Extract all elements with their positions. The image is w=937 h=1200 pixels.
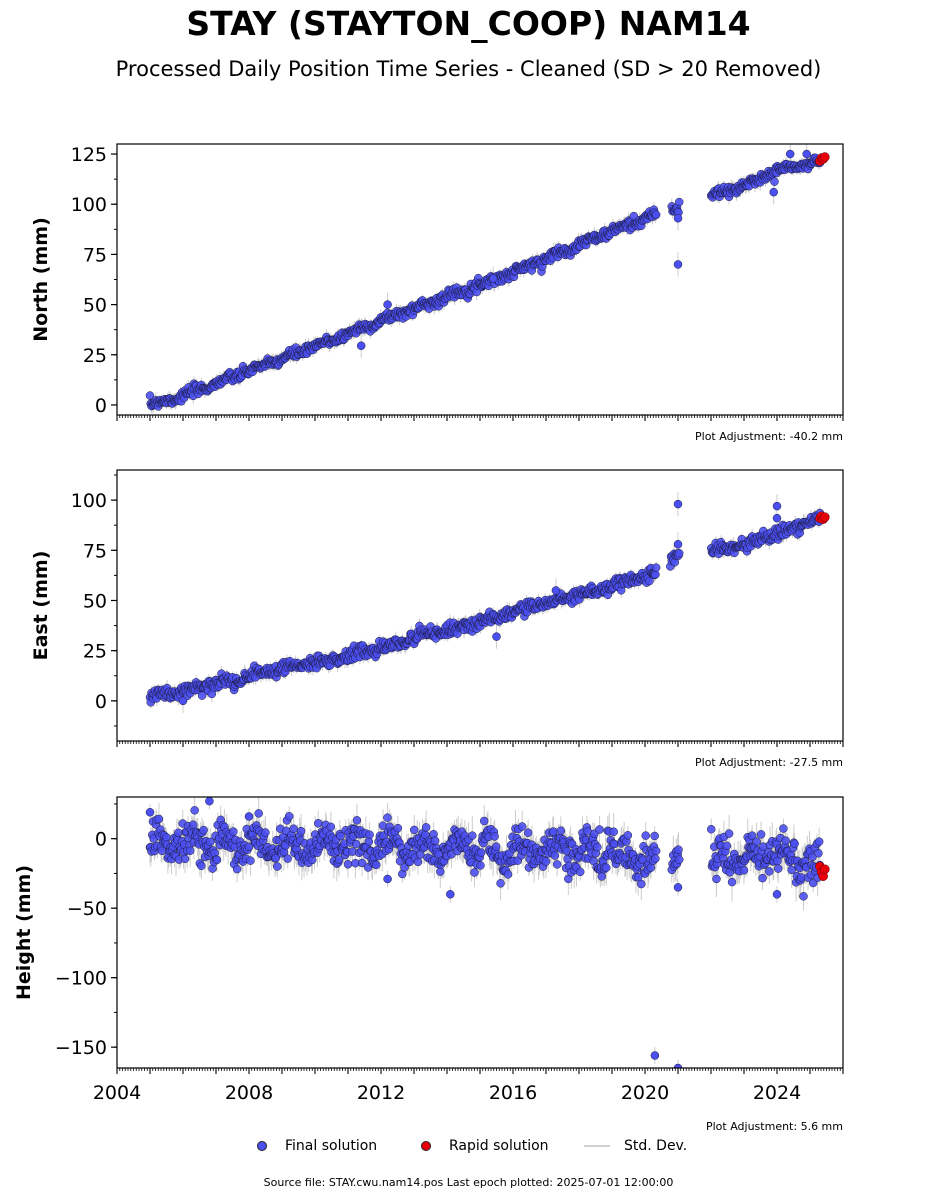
final-point <box>190 806 199 815</box>
y-tick-label: 0 <box>95 395 107 417</box>
final-point <box>212 855 222 865</box>
y-tick-label: 100 <box>71 490 107 512</box>
y-tick-label: 25 <box>83 345 107 367</box>
final-point <box>197 691 207 700</box>
final-outlier-point <box>769 187 778 197</box>
final-solution-points <box>145 499 825 707</box>
final-point <box>188 820 198 830</box>
final-point <box>180 854 190 864</box>
y-tick-label: 125 <box>71 144 107 166</box>
final-outlier-point <box>673 499 683 509</box>
final-point <box>197 861 206 871</box>
y-tick-label: 25 <box>83 641 107 663</box>
final-outlier-point <box>356 341 366 350</box>
y-tick-label: 100 <box>71 194 107 216</box>
chart-subtitle: Processed Daily Position Time Series - C… <box>115 57 822 81</box>
final-outlier-point <box>785 149 795 159</box>
final-outlier-point <box>673 260 683 269</box>
final-point <box>674 197 684 207</box>
final-solution-points <box>145 797 825 1068</box>
final-outlier-point <box>673 214 683 223</box>
final-outlier-point <box>488 274 498 283</box>
panel-1: 0 25 50 75 100 125 North (mm) Plot Adjustment: … <box>30 143 844 443</box>
final-outlier-point <box>673 540 683 549</box>
final-point <box>674 548 684 558</box>
final-outlier-point <box>551 586 561 595</box>
rapid-point <box>820 152 830 162</box>
final-point <box>174 828 183 838</box>
final-point <box>199 825 208 835</box>
final-point <box>651 563 661 572</box>
plot-adjustment-label: Plot Adjustment: -27.5 mm <box>695 756 843 769</box>
y-axis-label: East (mm) <box>30 551 52 661</box>
final-point <box>770 177 779 186</box>
final-point <box>651 210 661 219</box>
final-solution-points <box>145 149 825 411</box>
final-outlier-point <box>178 696 188 706</box>
plot-adjustment-label: Plot Adjustment: -40.2 mm <box>695 430 843 443</box>
rapid-solution-points <box>815 152 830 166</box>
final-point <box>162 833 171 842</box>
y-axis-label: North (mm) <box>30 217 52 342</box>
y-tick-label: 0 <box>95 691 107 713</box>
final-point <box>206 837 215 847</box>
plot-area <box>145 492 830 713</box>
y-tick-label: 75 <box>83 540 107 562</box>
plot-area <box>145 797 830 1068</box>
plot-area <box>145 144 830 414</box>
final-outlier-point <box>492 632 501 641</box>
y-tick-label: 50 <box>83 295 107 317</box>
final-outlier-point <box>383 300 392 309</box>
panel-2: 0 25 50 75 100 East (mm) Plot Adjustment: -27.… <box>30 469 844 769</box>
final-outlier-point <box>802 149 811 159</box>
final-outlier-point <box>772 513 782 523</box>
y-tick-label: 75 <box>83 244 107 266</box>
final-point <box>185 846 195 855</box>
final-point <box>645 576 654 586</box>
rapid-point <box>820 512 830 522</box>
y-tick-label: 50 <box>83 590 107 612</box>
rapid-solution-points <box>815 511 830 524</box>
final-point <box>154 814 164 824</box>
chart-title: STAY (STAYTON_COOP) NAM14 <box>186 4 751 43</box>
final-outlier-point <box>772 501 782 511</box>
axes-frame <box>116 469 844 742</box>
